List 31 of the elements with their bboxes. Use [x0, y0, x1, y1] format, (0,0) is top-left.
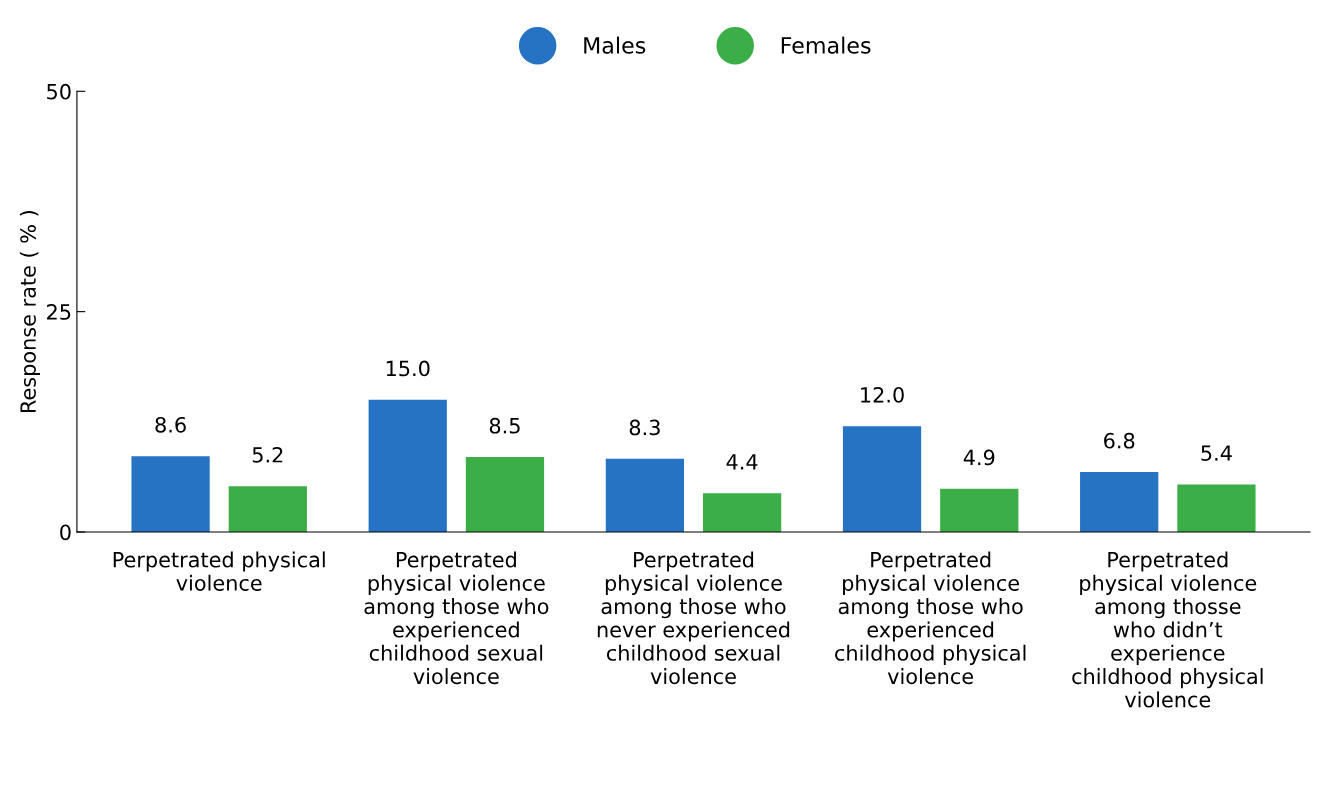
data-label: 4.4 — [726, 454, 758, 470]
y-axis-title: Response rate ( % ) — [19, 210, 40, 413]
data-label: 4.9 — [963, 449, 995, 466]
y-tick-label: 0 — [60, 524, 71, 541]
bar — [702, 493, 782, 532]
y-tick-label: 25 — [47, 304, 71, 320]
bar — [1177, 484, 1256, 532]
data-label: 5.4 — [1201, 445, 1232, 461]
legend-label: Males — [584, 36, 646, 54]
x-tick-label: Perpetrated physical violence among those who experienced childhood sexual violence — [364, 551, 549, 685]
data-label: 8.3 — [629, 419, 660, 436]
x-tick-label: Perpetrated physical violence among thosse who didn’t experience childhood physical violence — [1072, 551, 1263, 708]
bar — [368, 399, 447, 532]
bar — [131, 456, 210, 532]
bar — [465, 457, 545, 532]
legend-label: Females — [781, 36, 871, 54]
bar — [605, 458, 685, 532]
data-label: 8.6 — [155, 416, 186, 433]
data-label: 15.0 — [386, 360, 430, 377]
x-tick-label: Perpetrated physical violence among those who never experienced childhood sexual violence — [597, 551, 790, 685]
bar — [1080, 472, 1159, 532]
x-tick-label: Perpetrated physical violence among those who experienced childhood physical violence — [835, 551, 1026, 685]
x-tick-label: Perpetrated physical violence — [113, 551, 325, 591]
bar — [228, 486, 307, 532]
data-label: 8.5 — [489, 417, 520, 434]
bar — [940, 488, 1019, 532]
bar — [842, 426, 922, 532]
data-label: 5.2 — [252, 446, 283, 463]
y-tick-label: 50 — [47, 83, 71, 100]
data-label: 6.8 — [1104, 432, 1135, 449]
data-label: 12.0 — [861, 386, 904, 403]
